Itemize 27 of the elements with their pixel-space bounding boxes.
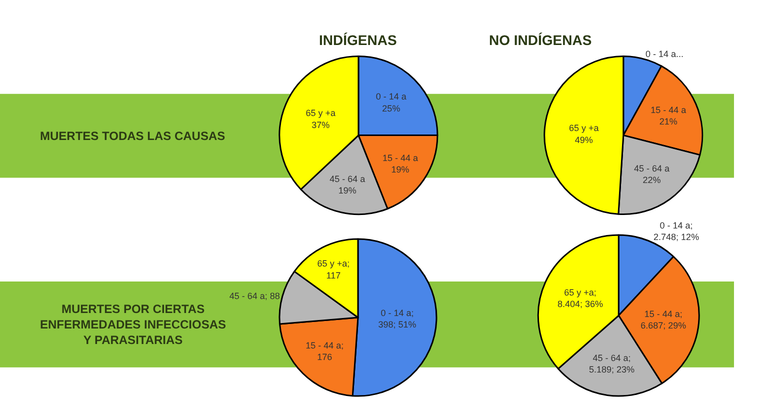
data-label: 19%: [391, 164, 410, 175]
data-label: 37%: [312, 120, 330, 130]
slice-label: 0 - 14 a...: [646, 49, 684, 60]
data-label: 21%: [659, 116, 678, 127]
slice-label: 65 y +a: [568, 123, 599, 134]
text: MUERTES TODAS LAS CAUSAS: [40, 129, 226, 143]
chart-title: INDÍGENAS: [319, 32, 397, 48]
slice-label: 45 - 64 a: [330, 174, 366, 184]
data-label: 19%: [338, 186, 356, 196]
data-label: 49%: [574, 134, 593, 145]
slice-label: 45 - 64 a; 88: [229, 291, 280, 302]
data-label: 25%: [382, 103, 400, 114]
slice-label: 0 - 14 a; 398; 51%: [378, 308, 416, 330]
slice-label: 65 y +a; 117: [317, 258, 350, 280]
slice-label: 15 - 44 a: [382, 152, 418, 163]
slice-label: 0 - 14 a; 2.748; 12%: [654, 220, 700, 242]
slice-label: 65 y +a; 8.404; 36%: [557, 287, 604, 310]
chart-title: NO INDÍGENAS: [489, 32, 592, 48]
slice-label: 15 - 44 a: [650, 104, 686, 115]
slice-label: 45 - 64 a: [634, 163, 670, 174]
slice-label: 15 - 44 a; 176: [306, 340, 344, 362]
data-label: 22%: [642, 175, 661, 186]
slice-label: 65 y +a: [306, 108, 336, 118]
slice-label: 45 - 64 a; 5.189; 23%: [589, 352, 635, 375]
slice-label: 0 - 14 a: [376, 92, 406, 102]
slice-label: 15 - 44 a; 6.687; 29%: [640, 308, 686, 330]
text: MUERTES POR CIERTAS ENFERMEDADES INFECCIOSAS Y PARASITARIAS: [40, 302, 226, 348]
